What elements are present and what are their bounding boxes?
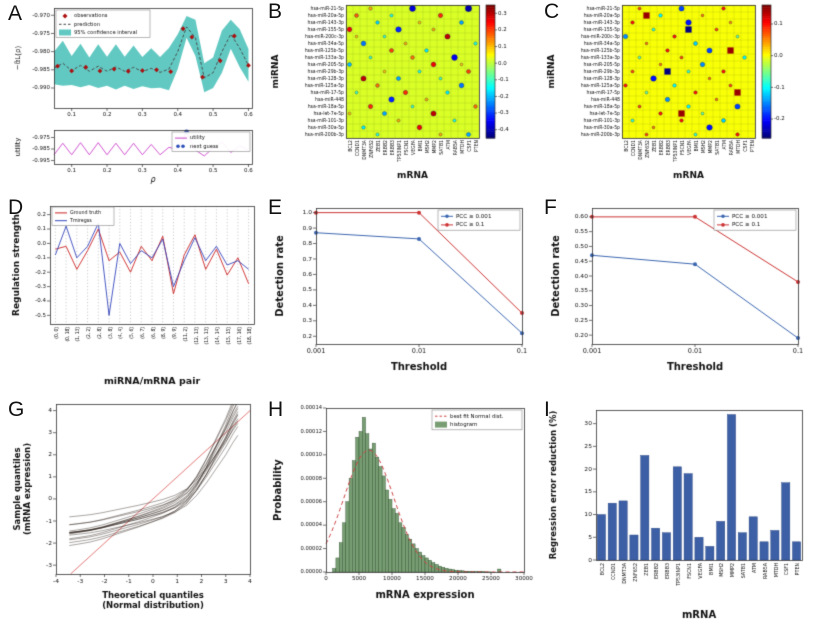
panel-c: C [544, 0, 820, 186]
panel-f: F [544, 196, 820, 392]
panel-e-chart [268, 196, 544, 392]
panel-e-letter: E [268, 196, 283, 219]
panel-i: I [544, 398, 820, 626]
panel-d: D [8, 196, 263, 392]
panel-b-letter: B [268, 0, 283, 23]
panel-c-letter: C [544, 0, 560, 23]
panel-h-letter: H [268, 398, 284, 421]
panel-i-letter: I [544, 398, 550, 421]
panel-d-letter: D [8, 196, 24, 219]
panel-b-heatmap [268, 0, 544, 186]
panel-c-heatmap [544, 0, 820, 186]
panel-d-chart [8, 196, 263, 392]
panel-a-chart [8, 2, 263, 188]
panel-f-letter: F [544, 196, 557, 219]
panel-h: H [268, 398, 544, 626]
panel-a: A [8, 2, 263, 188]
panel-i-chart [544, 398, 820, 626]
panel-e: E [268, 196, 544, 392]
panel-g-chart [8, 398, 263, 626]
panel-g-letter: G [8, 398, 25, 421]
panel-b: B [268, 0, 544, 186]
panel-f-chart [544, 196, 820, 392]
panel-h-chart [268, 398, 544, 626]
panel-g: G [8, 398, 263, 626]
panel-a-letter: A [8, 2, 23, 25]
